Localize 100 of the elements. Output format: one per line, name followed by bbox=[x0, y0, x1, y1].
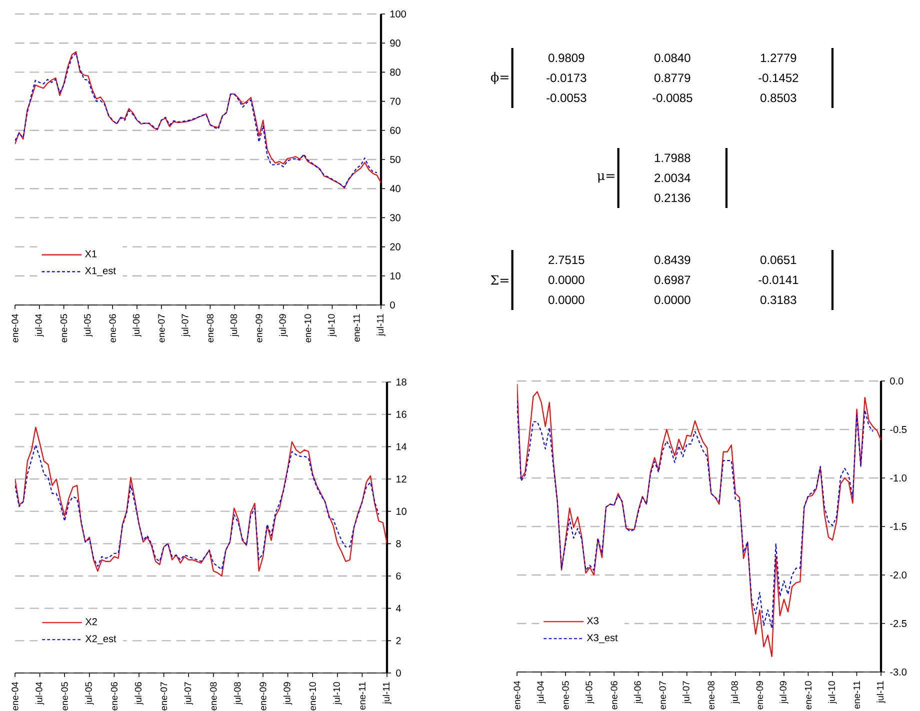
text: 0.0000 bbox=[548, 276, 584, 284]
y-tick-label: 6 bbox=[396, 572, 401, 580]
y-tick-label: 80 bbox=[390, 68, 400, 76]
y-tick-label: 14 bbox=[396, 443, 407, 450]
x-tick-label: jul-08 bbox=[234, 682, 243, 705]
line-series bbox=[15, 444, 380, 570]
text: 1.7988 bbox=[654, 154, 690, 162]
x-tick-label: jul-05 bbox=[585, 681, 594, 704]
x-tick-label: ene-11 bbox=[353, 314, 360, 342]
legend-label: X1 bbox=[85, 250, 97, 258]
x-tick-label: ene-10 bbox=[804, 681, 812, 710]
x-tick-label: jul-11 bbox=[876, 681, 886, 704]
text: -0.0053 bbox=[546, 94, 586, 102]
y-tick-label: -1.5 bbox=[890, 523, 907, 530]
y-tick-label: -1.0 bbox=[890, 474, 907, 482]
x-tick-label: ene-11 bbox=[853, 681, 860, 709]
x-tick-label: jul-11 bbox=[382, 682, 392, 704]
x-tick-label: ene-09 bbox=[756, 681, 763, 710]
y-tick-label: 60 bbox=[390, 126, 400, 134]
y-tick-label: 4 bbox=[396, 604, 401, 612]
x-tick-label: ene-06 bbox=[610, 681, 618, 710]
y-tick-label: 2 bbox=[396, 637, 401, 644]
x-tick-label: ene-09 bbox=[260, 682, 266, 710]
text: 0.0000 bbox=[548, 296, 584, 304]
text: 0.8439 bbox=[654, 256, 690, 264]
x-tick-label: jul-04 bbox=[536, 680, 546, 704]
text: ϕ= bbox=[490, 72, 508, 84]
x-tick-label: ene-07 bbox=[160, 682, 168, 710]
text: 0.8503 bbox=[760, 94, 796, 102]
x-tick-label: ene-08 bbox=[210, 682, 217, 710]
text: -0.0085 bbox=[652, 94, 692, 102]
x-tick-label: jul-10 bbox=[828, 681, 837, 704]
x-tick-label: ene-08 bbox=[708, 681, 714, 710]
text: 0.3183 bbox=[760, 296, 796, 304]
text: 2.0034 bbox=[654, 174, 690, 182]
x-tick-label: jul-06 bbox=[132, 314, 142, 337]
y-tick-label: 10 bbox=[390, 272, 400, 280]
x-tick-label: jul-08 bbox=[230, 314, 239, 337]
text: -0.1452 bbox=[758, 74, 798, 82]
text: μ= bbox=[597, 173, 614, 183]
x-tick-label: ene-10 bbox=[304, 314, 312, 342]
x-tick-label: jul-06 bbox=[134, 682, 144, 705]
text: 2.7515 bbox=[548, 256, 584, 264]
text: 0.2136 bbox=[654, 194, 690, 202]
x-tick-label: jul-04 bbox=[35, 314, 44, 337]
y-tick-label: -2.5 bbox=[890, 620, 907, 628]
x-tick-label: jul-07 bbox=[181, 314, 190, 337]
x-tick-label: jul-06 bbox=[634, 681, 643, 704]
y-tick-label: 8 bbox=[396, 540, 401, 548]
x-tick-label: jul-09 bbox=[283, 682, 292, 705]
y-tick-label: -0.5 bbox=[890, 426, 907, 434]
legend-label: X3 bbox=[586, 617, 598, 624]
x-tick-label: jul-11 bbox=[376, 314, 386, 336]
legend-label: X1_est bbox=[85, 267, 116, 276]
x-tick-label: ene-04 bbox=[12, 682, 18, 710]
text: Σ= bbox=[490, 275, 508, 285]
x-tick-label: ene-05 bbox=[562, 681, 569, 710]
text: 0.0651 bbox=[760, 256, 796, 264]
legend-label: X3_est bbox=[586, 634, 618, 644]
x-tick-label: ene-10 bbox=[309, 682, 316, 710]
y-tick-label: 16 bbox=[396, 410, 406, 418]
x-tick-label: jul-05 bbox=[84, 314, 93, 337]
text: 0.0000 bbox=[654, 296, 690, 304]
text: 0.6987 bbox=[654, 276, 690, 284]
x-tick-label: ene-06 bbox=[110, 682, 118, 710]
text: -0.0141 bbox=[758, 276, 798, 284]
text: 0.0840 bbox=[654, 54, 690, 62]
text: 0.8779 bbox=[654, 74, 690, 82]
text: 1.2779 bbox=[760, 54, 796, 62]
x-tick-label: jul-10 bbox=[328, 314, 337, 337]
x-tick-label: jul-07 bbox=[682, 681, 692, 704]
y-tick-label: 50 bbox=[390, 156, 400, 164]
legend-label: X2 bbox=[85, 618, 97, 626]
y-tick-label: 0 bbox=[396, 669, 401, 677]
legend-label: X2_est bbox=[85, 635, 116, 644]
x-tick-label: jul-04 bbox=[35, 682, 44, 705]
x-tick-label: jul-07 bbox=[184, 682, 193, 705]
y-tick-label: 70 bbox=[390, 98, 400, 105]
y-tick-label: 0.0 bbox=[890, 377, 904, 385]
x-tick-label: jul-09 bbox=[279, 314, 288, 337]
x-tick-label: ene-11 bbox=[358, 682, 366, 710]
x-tick-label: ene-09 bbox=[256, 314, 262, 342]
y-tick-label: -3.0 bbox=[890, 668, 907, 676]
y-tick-label: 20 bbox=[390, 243, 400, 250]
x-tick-label: jul-10 bbox=[333, 682, 342, 705]
text: 0.9809 bbox=[548, 54, 584, 62]
x-tick-label: ene-06 bbox=[109, 314, 116, 342]
x-tick-label: jul-08 bbox=[731, 681, 740, 704]
x-tick-label: ene-07 bbox=[158, 314, 165, 342]
y-tick-label: 12 bbox=[396, 476, 406, 482]
y-tick-label: 90 bbox=[390, 40, 400, 47]
x-tick-label: ene-08 bbox=[206, 314, 214, 342]
y-tick-label: -2.0 bbox=[890, 571, 907, 579]
x-tick-label: jul-09 bbox=[780, 681, 788, 704]
x-tick-label: ene-05 bbox=[61, 682, 68, 710]
y-tick-label: 100 bbox=[390, 10, 406, 18]
y-tick-label: 10 bbox=[396, 508, 406, 515]
x-tick-label: jul-05 bbox=[85, 682, 94, 705]
y-tick-label: 40 bbox=[390, 185, 400, 192]
text: -0.0173 bbox=[546, 74, 586, 82]
